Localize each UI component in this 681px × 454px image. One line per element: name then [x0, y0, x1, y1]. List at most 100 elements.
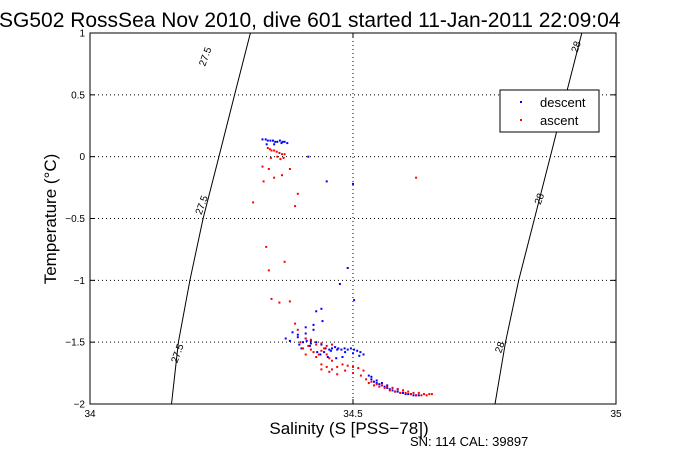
point-descent — [326, 356, 329, 358]
point-descent — [349, 347, 352, 350]
point-ascent — [320, 363, 323, 366]
point-ascent — [428, 393, 431, 396]
point-ascent — [275, 150, 278, 153]
point-ascent — [317, 353, 320, 356]
y-tick-label: −1 — [74, 276, 86, 287]
point-descent — [283, 140, 286, 143]
point-descent — [359, 351, 362, 354]
point-descent — [378, 383, 381, 386]
point-descent — [284, 337, 287, 340]
point-descent — [288, 339, 291, 342]
point-ascent — [399, 391, 402, 394]
point-ascent — [299, 341, 302, 344]
point-descent — [296, 336, 299, 339]
point-descent — [356, 349, 359, 352]
isopycnal-label: 28 — [493, 340, 507, 355]
point-ascent — [415, 176, 418, 179]
point-descent — [396, 390, 399, 393]
point-ascent — [262, 180, 265, 183]
point-ascent — [307, 344, 310, 347]
point-descent — [276, 140, 279, 143]
point-ascent — [266, 147, 269, 149]
point-ascent — [407, 390, 410, 393]
y-tick-label: −1.5 — [65, 338, 85, 349]
point-ascent — [328, 357, 331, 360]
point-descent — [307, 155, 310, 158]
point-ascent — [283, 260, 286, 263]
point-descent — [309, 339, 312, 342]
point-descent — [286, 142, 289, 145]
point-descent — [417, 394, 420, 397]
point-ascent — [276, 155, 279, 158]
point-descent — [391, 389, 394, 392]
point-ascent — [359, 374, 362, 377]
point-descent — [358, 354, 361, 357]
x-tick-label: 34 — [84, 409, 96, 420]
point-ascent — [309, 348, 312, 351]
point-ascent — [283, 153, 286, 156]
point-ascent — [375, 383, 378, 386]
point-descent — [375, 382, 378, 384]
point-descent — [328, 348, 331, 351]
point-ascent — [325, 365, 328, 368]
point-ascent — [269, 156, 272, 159]
point-ascent — [320, 349, 323, 352]
point-descent — [266, 139, 269, 142]
point-descent — [367, 374, 370, 377]
point-ascent — [402, 389, 404, 392]
point-ascent — [281, 153, 283, 156]
point-descent — [353, 348, 356, 351]
point-ascent — [328, 370, 331, 373]
point-descent — [280, 142, 283, 145]
point-descent — [320, 343, 323, 346]
point-ascent — [430, 393, 433, 396]
point-ascent — [365, 378, 368, 381]
point-ascent — [294, 322, 297, 325]
point-ascent — [261, 165, 264, 168]
point-ascent — [357, 367, 360, 370]
point-ascent — [302, 347, 304, 350]
point-descent — [346, 348, 349, 351]
point-descent — [340, 348, 343, 351]
point-ascent — [281, 174, 283, 177]
point-descent — [304, 332, 307, 335]
point-ascent — [296, 328, 299, 331]
point-ascent — [278, 152, 281, 154]
point-ascent — [323, 347, 326, 350]
point-ascent — [370, 380, 373, 383]
y-tick-label: 0 — [79, 152, 85, 163]
x-tick-label: 35 — [610, 409, 622, 420]
point-ascent — [304, 337, 307, 340]
point-descent — [336, 348, 339, 351]
point-descent — [300, 347, 303, 350]
point-ascent — [278, 301, 281, 304]
point-descent — [407, 393, 410, 396]
y-tick-label: 1 — [79, 29, 85, 40]
legend-box — [499, 89, 600, 133]
point-ascent — [396, 388, 399, 391]
point-ascent — [352, 372, 354, 375]
point-descent — [386, 386, 389, 389]
point-descent — [343, 347, 346, 350]
point-descent — [319, 353, 322, 356]
point-descent — [316, 351, 319, 354]
y-tick-label: −2 — [74, 400, 86, 411]
point-descent — [362, 353, 365, 356]
point-ascent — [270, 149, 273, 152]
y-axis-label: Temperature (°C) — [41, 154, 60, 285]
point-ascent — [409, 393, 412, 396]
point-descent — [329, 349, 332, 352]
point-descent — [334, 346, 337, 349]
x-tick-label: 34.5 — [343, 409, 363, 420]
point-descent — [323, 351, 326, 354]
point-descent — [341, 356, 344, 358]
point-ascent — [336, 373, 339, 376]
point-descent — [304, 326, 307, 329]
point-descent — [325, 180, 328, 183]
point-descent — [324, 347, 327, 350]
point-ascent — [267, 269, 270, 272]
point-ascent — [423, 393, 425, 396]
point-descent — [383, 385, 386, 388]
isopycnal-line — [171, 32, 251, 405]
